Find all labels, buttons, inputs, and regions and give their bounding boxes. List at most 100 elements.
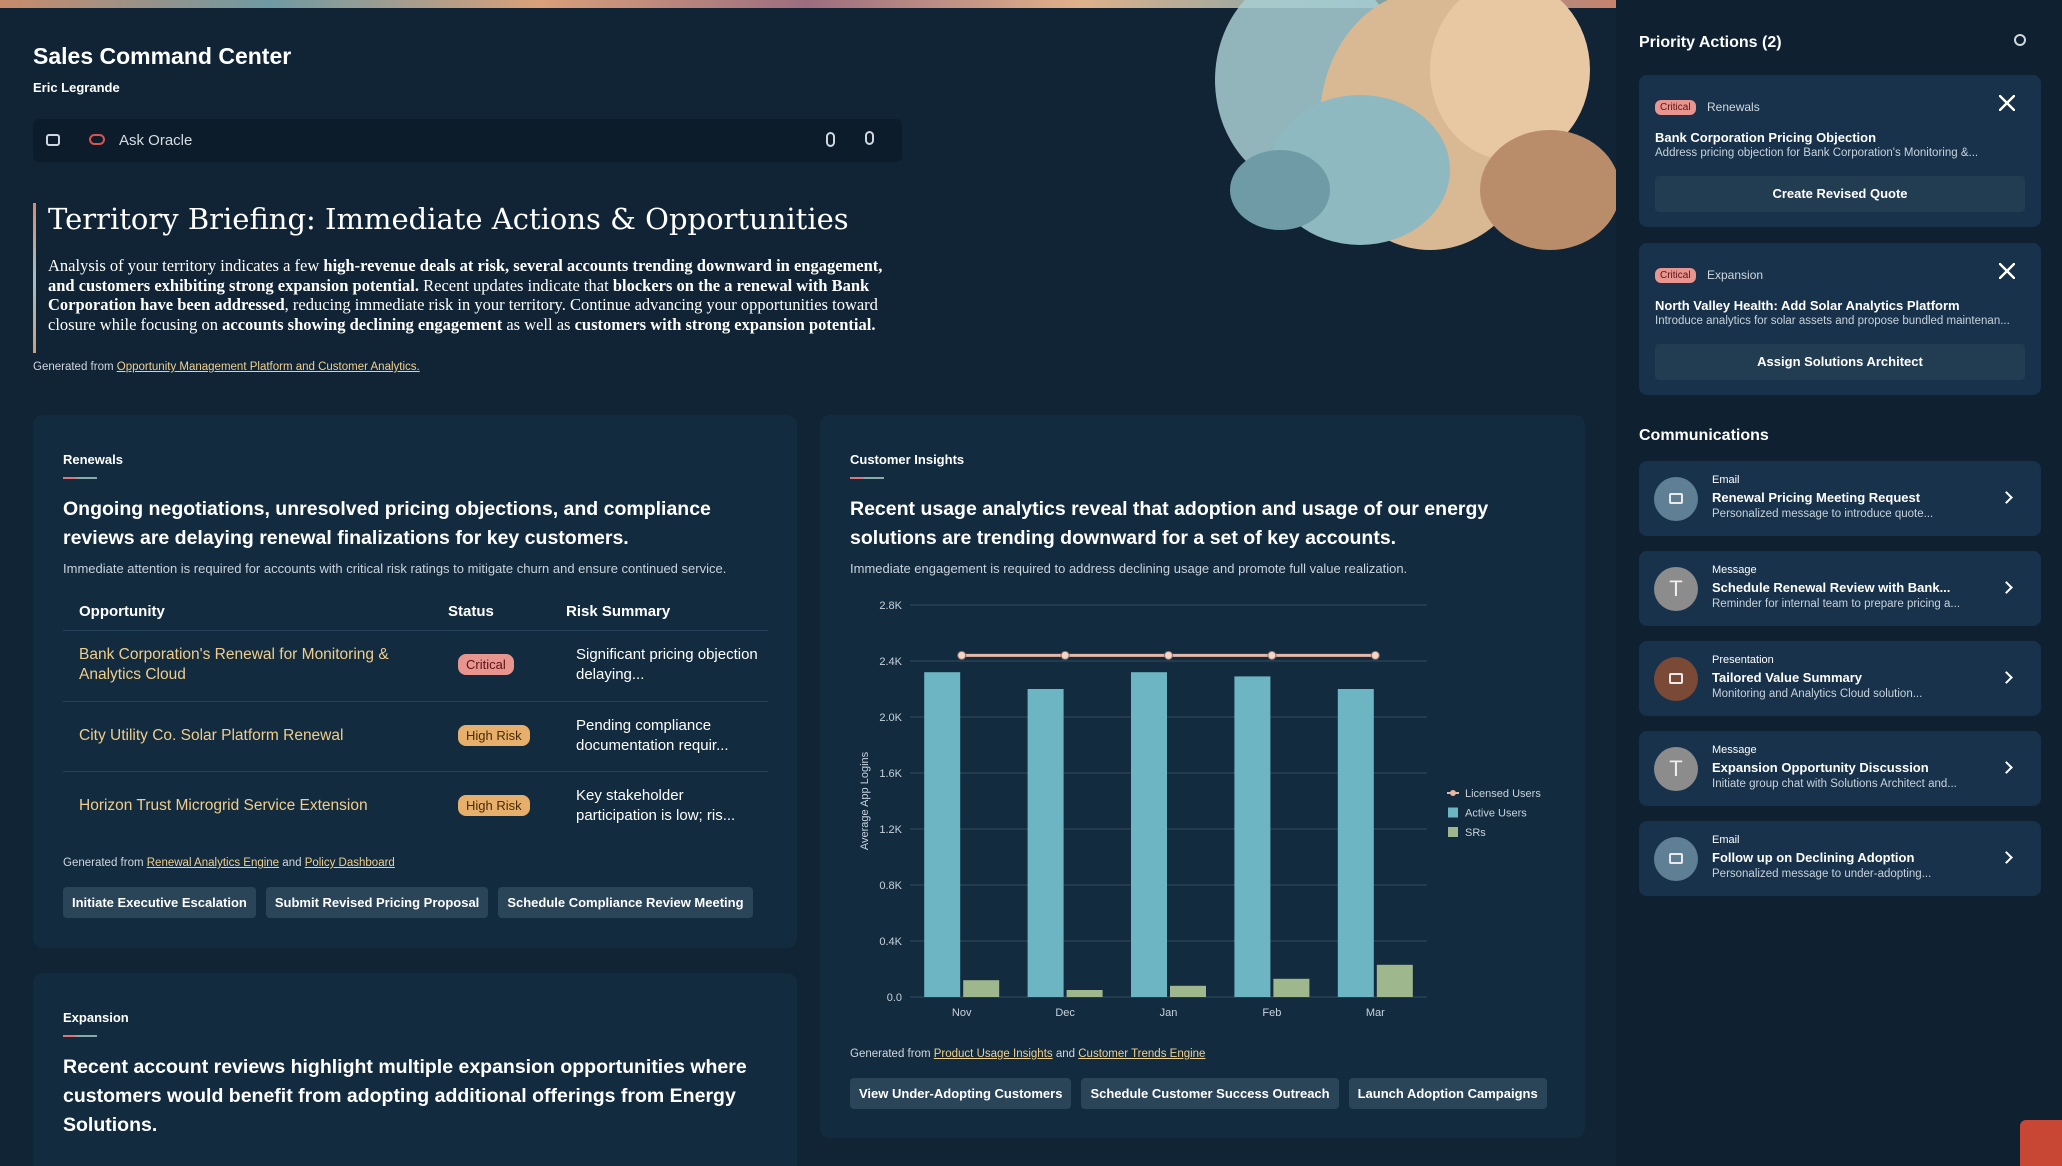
chevron xyxy=(2000,581,2013,594)
y-tick-label: 2.0K xyxy=(879,712,902,724)
opportunity-link[interactable]: City Utility Co. Solar Platform Renewal xyxy=(79,726,344,744)
action-button[interactable]: Submit Revised Pricing Proposal xyxy=(265,887,489,918)
priority-badge: Critical xyxy=(1655,268,1696,283)
table-header: Opportunity xyxy=(79,603,165,620)
label-underline xyxy=(63,1035,97,1037)
x-tick-label: Nov xyxy=(952,1007,972,1019)
user-name: Eric Legrande xyxy=(33,80,120,95)
label-underline xyxy=(850,477,884,479)
close-button[interactable] xyxy=(1999,263,2015,279)
sidebar-icon[interactable] xyxy=(46,134,60,146)
row-divider xyxy=(63,700,768,702)
search-placeholder[interactable]: Ask Oracle xyxy=(119,132,193,149)
section-label: Expansion xyxy=(63,1010,129,1025)
briefing-segment: as well as xyxy=(502,314,575,334)
y-tick-label: 0.8K xyxy=(879,880,902,892)
action-button[interactable]: Schedule Compliance Review Meeting xyxy=(498,887,753,918)
x-tick-label: Feb xyxy=(1262,1007,1281,1019)
search-bar[interactable]: Ask Oracle xyxy=(33,119,902,162)
section-headline: Recent account reviews highlight multipl… xyxy=(63,1056,747,1136)
line-point xyxy=(1060,650,1070,660)
close-button[interactable] xyxy=(1999,95,2015,111)
icon-glyph xyxy=(1669,853,1683,864)
theme-toggle[interactable] xyxy=(2014,34,2026,46)
action-button[interactable]: Launch Adoption Campaigns xyxy=(1348,1078,1547,1109)
communication-card[interactable]: Email Follow up on Declining Adoption Pers… xyxy=(1639,821,2041,896)
priority-category: Expansion xyxy=(1707,268,1764,282)
label-underline xyxy=(63,477,97,479)
communication-icon xyxy=(1654,837,1698,881)
communication-title: Follow up on Declining Adoption xyxy=(1712,850,1915,865)
bar xyxy=(1273,978,1310,997)
communication-title: Tailored Value Summary xyxy=(1712,670,1863,685)
bar xyxy=(1337,689,1374,997)
priority-action[interactable]: Create Revised Quote xyxy=(1655,176,2025,212)
briefing-title: Territory Briefing: Immediate Actions & … xyxy=(48,202,849,236)
communication-type: Message xyxy=(1712,564,1757,576)
section-headline: Recent usage analytics reveal that adopt… xyxy=(850,498,1489,549)
communication-card[interactable]: Email Renewal Pricing Meeting Request Pers… xyxy=(1639,461,2041,536)
section-label: Customer Insights xyxy=(850,452,965,467)
status-badge: Critical xyxy=(458,654,514,675)
action-row: View Under-Adopting Customers Schedule Cu… xyxy=(850,1078,1557,1109)
source-link[interactable]: Renewal Analytics Engine xyxy=(146,857,280,869)
line-point xyxy=(957,650,967,660)
source-prefix: Generated from xyxy=(63,857,144,869)
legend-swatch xyxy=(1448,807,1458,818)
source-link[interactable]: Product Usage Insights xyxy=(933,1048,1053,1060)
source-link[interactable]: Opportunity Management Platform and Cust… xyxy=(116,361,420,373)
y-tick-label: 2.8K xyxy=(879,600,902,612)
priority-action[interactable]: Assign Solutions Architect xyxy=(1655,344,2025,380)
table-header: Risk Summary xyxy=(566,603,671,620)
action-button[interactable]: Schedule Customer Success Outreach xyxy=(1081,1078,1339,1109)
communication-card[interactable]: Presentation Tailored Value Summary Monito… xyxy=(1639,641,2041,716)
section-label: Renewals xyxy=(63,452,123,467)
bar xyxy=(1234,676,1271,997)
side-panel: Priority Actions (2) Communications Crit… xyxy=(1616,0,2062,1166)
legend-label: SRs xyxy=(1465,827,1486,839)
opportunity-link[interactable]: Bank Corporation's Renewal for Monitorin… xyxy=(79,646,389,683)
briefing-segment: Analysis of your territory indicates a f… xyxy=(48,256,324,275)
decor-strip xyxy=(0,0,1616,8)
communication-type: Email xyxy=(1712,834,1740,846)
priority-description: Introduce analytics for solar assets and… xyxy=(1655,315,2010,327)
source-prefix: Generated from xyxy=(850,1048,931,1060)
source-link[interactable]: Policy Dashboard xyxy=(304,857,395,869)
communication-icon xyxy=(1654,477,1698,521)
oracle-icon xyxy=(89,134,105,145)
oracle-button[interactable] xyxy=(2020,1120,2062,1166)
line-point xyxy=(1164,650,1173,660)
x-tick-label: Dec xyxy=(1055,1007,1075,1019)
bar xyxy=(1170,985,1206,997)
legend-swatch xyxy=(1448,827,1458,837)
briefing-text: Analysis of your territory indicates a f… xyxy=(48,256,910,334)
bar xyxy=(1027,689,1064,997)
communication-card[interactable]: T Message Expansion Opportunity Discussion… xyxy=(1639,731,2041,806)
usage-chart: 0.0 0.4K 0.8K 1.2K 1.6K 2.0K 2.4K 2.8K Average A… xyxy=(859,600,1541,1019)
table-header: Status xyxy=(448,603,494,620)
action-button[interactable]: Initiate Executive Escalation xyxy=(63,887,256,918)
briefing-segment: customers with strong expansion potentia… xyxy=(574,314,876,334)
sources: Generated from Renewal Analytics Engine … xyxy=(63,857,395,869)
renewals-card: Renewals Ongoing negotiations, unresolved… xyxy=(33,415,797,948)
bar xyxy=(1066,990,1103,997)
priority-description: Address pricing objection for Bank Corpo… xyxy=(1655,147,1979,159)
communication-icon: T xyxy=(1654,747,1698,791)
briefing-source: Generated from Opportunity Management Pl… xyxy=(33,361,420,373)
source-link[interactable]: Customer Trends Engine xyxy=(1078,1048,1206,1060)
mic-icon[interactable] xyxy=(865,131,874,145)
accent-bar xyxy=(33,203,36,353)
line-point xyxy=(1370,650,1380,660)
action-button[interactable]: View Under-Adopting Customers xyxy=(850,1078,1072,1109)
attach-icon[interactable] xyxy=(826,132,835,147)
opportunity-link[interactable]: Horizon Trust Microgrid Service Extensio… xyxy=(79,797,368,814)
insights-card: Customer Insights Recent usage analytics … xyxy=(820,415,1585,1138)
action-row: Initiate Executive Escalation Submit Revi… xyxy=(63,887,763,918)
risk-summary: Significant pricing objection delaying..… xyxy=(576,646,758,683)
communication-description: Initiate group chat with Solutions Archi… xyxy=(1712,778,1957,790)
section-subtext: Immediate attention is required for acco… xyxy=(63,561,727,576)
source-joiner: and xyxy=(1055,1048,1076,1060)
communication-card[interactable]: T Message Schedule Renewal Review with Ban… xyxy=(1639,551,2041,626)
source-joiner: and xyxy=(282,857,302,869)
briefing-segment: Recent updates indicate that xyxy=(419,275,613,295)
